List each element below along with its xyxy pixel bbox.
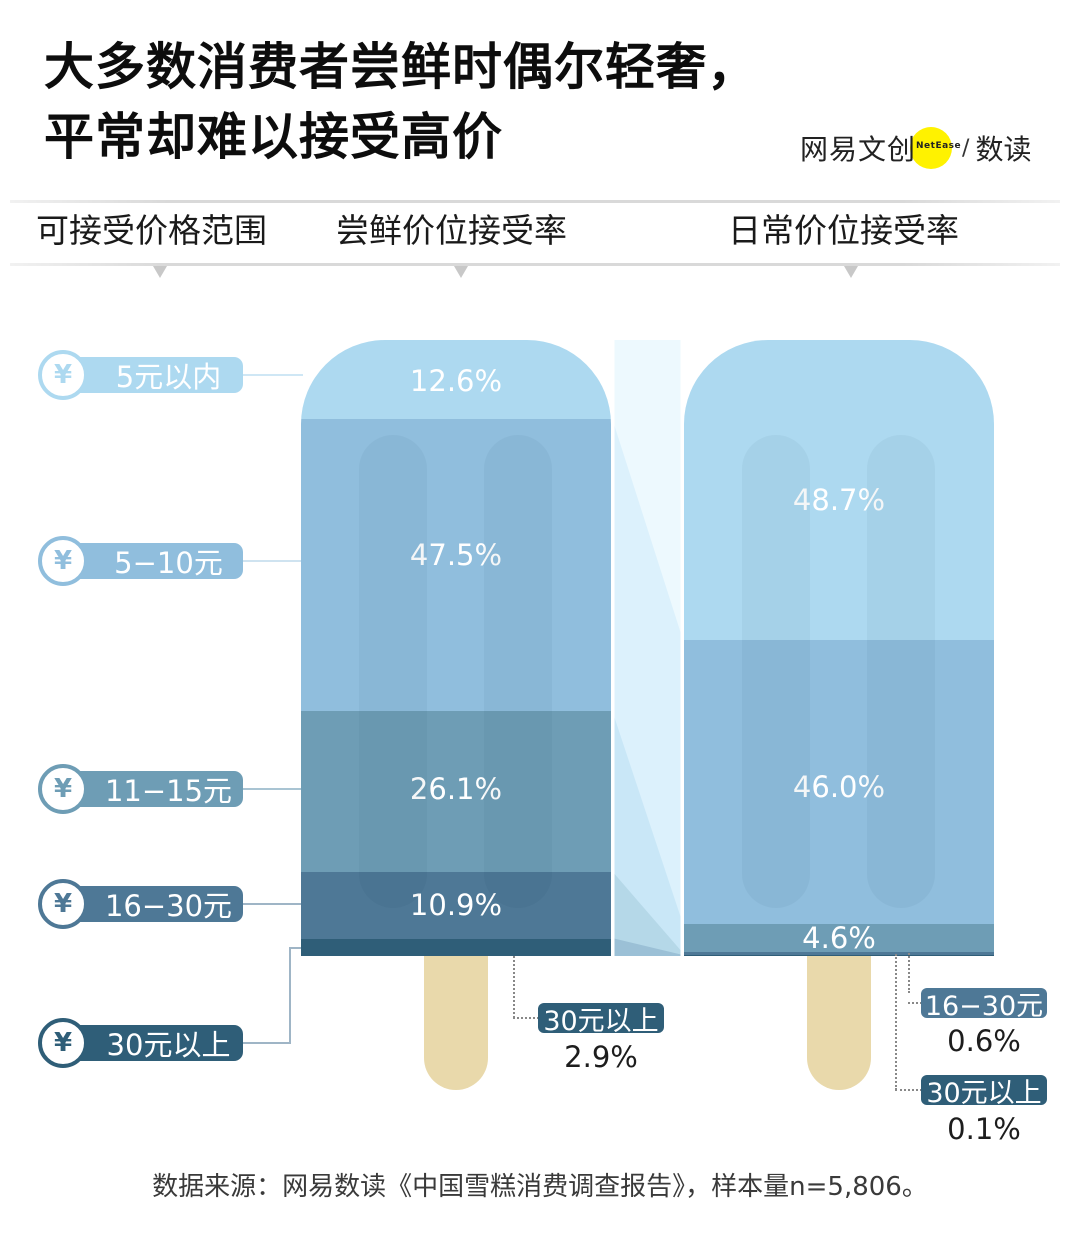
segment-5-10: 47.5%	[301, 419, 611, 711]
segment-value: 10.9%	[409, 888, 503, 922]
column-header-daily: 日常价位接受率	[728, 211, 959, 250]
chart-title-line1: 大多数消费者尝鲜时偶尔轻奢，	[44, 38, 758, 96]
logo-yellow-dot-icon	[910, 127, 953, 169]
callout-leader	[513, 956, 515, 1018]
column-header-trial: 尝鲜价位接受率	[336, 211, 567, 250]
popsicle-groove	[867, 435, 935, 908]
connector-line	[243, 788, 301, 790]
yuan-coin-icon: ¥	[38, 536, 88, 586]
segment-5-10: 46.0%	[684, 640, 994, 924]
column-header-range: 可接受价格范围	[36, 211, 267, 250]
yuan-coin-icon: ¥	[38, 764, 88, 814]
data-source-note: 数据来源：网易数读《中国雪糕消费调查报告》，样本量n=5,806。	[152, 1172, 928, 1202]
legend-label: 16−30元	[104, 889, 233, 923]
triangle-pointer-icon	[454, 266, 468, 278]
segment-value: 46.0%	[792, 770, 886, 804]
triangle-pointer-icon	[844, 266, 858, 278]
header-divider-bottom	[10, 263, 1060, 266]
segment-under-5: 12.6%	[301, 340, 611, 419]
yuan-coin-icon: ¥	[38, 879, 88, 929]
legend-pill-over-30: ¥ 30元以上	[38, 1018, 243, 1068]
connector-line	[243, 1042, 290, 1044]
logo-sub-brand: 数读	[975, 133, 1032, 166]
segment-under-5: 48.7%	[684, 340, 994, 640]
callout-tag: 16−30元	[921, 988, 1047, 1022]
popsicle-daily: 48.7% 46.0% 4.6%	[684, 340, 994, 956]
yuan-coin-icon: ¥	[38, 350, 88, 400]
segment-11-15: 26.1%	[301, 711, 611, 872]
segment-value: 47.5%	[409, 538, 503, 572]
popsicle-groove	[359, 435, 427, 908]
flow-band	[612, 340, 683, 956]
segment-value: 12.6%	[409, 364, 503, 398]
callout-leader	[895, 954, 897, 1090]
legend-pill-under-5: ¥ 5元以内	[38, 350, 243, 400]
logo-brand-cn: 网易文创	[800, 133, 917, 166]
legend-label: 5元以内	[115, 360, 222, 394]
segment-16-30: 10.9%	[301, 872, 611, 939]
callout-value: 2.9%	[564, 1040, 638, 1074]
segment-11-15: 4.6%	[684, 921, 994, 955]
legend-label: 30元以上	[106, 1028, 231, 1062]
callout-tag: 30元以上	[921, 1075, 1047, 1109]
segment-value: 26.1%	[409, 772, 503, 806]
logo-brand-en: NetEase	[916, 141, 962, 151]
popsicle-stick-daily	[807, 956, 871, 1090]
brand-logo: 网易文创 NetEase / 数读	[800, 127, 1032, 169]
connector-line	[289, 947, 301, 949]
popsicle-groove	[484, 435, 552, 908]
yuan-coin-icon: ¥	[38, 1018, 88, 1068]
logo-slash: /	[962, 135, 970, 161]
popsicle-trial: 12.6% 47.5% 26.1% 10.9%	[301, 340, 611, 956]
triangle-pointer-icon	[153, 266, 167, 278]
callout-leader	[908, 1002, 922, 1004]
legend-label: 11−15元	[104, 774, 233, 808]
connector-line	[243, 903, 301, 905]
callout-value: 0.6%	[947, 1024, 1021, 1058]
header-divider-top	[10, 200, 1060, 203]
segment-16-30	[684, 952, 994, 955]
segment-value: 4.6%	[802, 921, 876, 955]
segment-over-30	[301, 939, 611, 956]
callout-leader	[908, 953, 910, 993]
callout-value: 0.1%	[947, 1112, 1021, 1146]
popsicle-groove	[742, 435, 810, 908]
connector-line	[243, 560, 301, 562]
callout-leader	[513, 1017, 539, 1019]
callout-tag: 30元以上	[538, 1003, 664, 1037]
legend-pill-16-30: ¥ 16−30元	[38, 879, 243, 929]
legend-label: 5−10元	[114, 546, 223, 580]
connector-line	[243, 374, 303, 376]
connector-line	[289, 947, 291, 1044]
legend-pill-5-10: ¥ 5−10元	[38, 536, 243, 586]
legend-pill-11-15: ¥ 11−15元	[38, 764, 243, 814]
segment-over-30	[684, 955, 994, 956]
popsicle-stick-trial	[424, 956, 488, 1090]
chart-title-line2: 平常却难以接受高价	[44, 108, 503, 166]
segment-value: 48.7%	[792, 483, 886, 517]
callout-leader	[895, 1089, 922, 1091]
